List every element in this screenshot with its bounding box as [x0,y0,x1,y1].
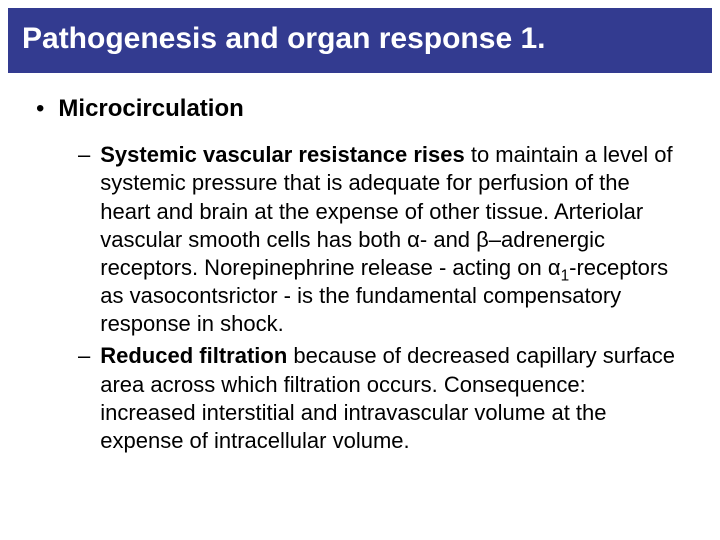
lead-phrase: Reduced filtration [100,343,287,368]
bullet-icon: • [36,97,44,121]
lead-phrase: Systemic vascular resistance rises [100,142,464,167]
subscript: 1 [561,267,570,284]
dash-icon: – [78,342,90,455]
dash-icon: – [78,141,90,338]
section-heading: Microcirculation [58,95,243,124]
list-item-text: Systemic vascular resistance rises to ma… [100,141,684,338]
list-item-text: Reduced filtration because of decreased … [100,342,684,455]
section-heading-row: • Microcirculation [36,95,684,124]
sub-list: – Systemic vascular resistance rises to … [36,141,684,455]
list-item: – Systemic vascular resistance rises to … [78,141,684,338]
slide-title: Pathogenesis and organ response 1. [8,8,712,73]
list-item: – Reduced filtration because of decrease… [78,342,684,455]
slide-body: • Microcirculation – Systemic vascular r… [0,73,720,456]
